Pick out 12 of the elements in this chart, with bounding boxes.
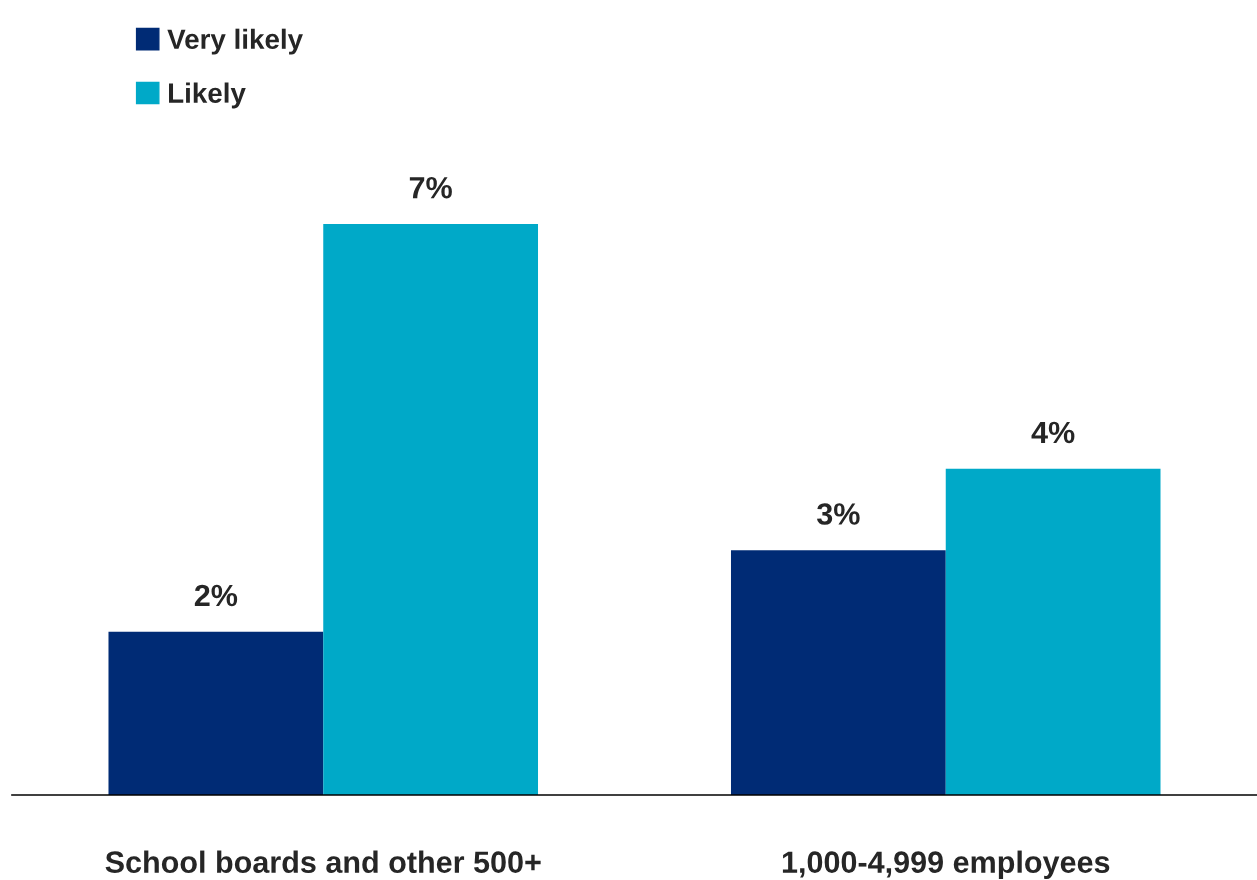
- x-tick-label: 1,000-4,999 employees: [782, 850, 1110, 880]
- x-tick-label: School boards and other 500+: [105, 850, 541, 873]
- legend-label: Very likely: [167, 28, 303, 55]
- data-label: 4%: [1031, 421, 1075, 444]
- data-label: 7%: [409, 176, 452, 199]
- bar: [323, 223, 539, 795]
- data-label: 3%: [816, 503, 860, 525]
- bar: [945, 468, 1161, 795]
- bar: [730, 550, 946, 795]
- legend-label: Likely: [169, 82, 246, 109]
- bar: [108, 631, 324, 795]
- data-label: 2%: [194, 584, 238, 607]
